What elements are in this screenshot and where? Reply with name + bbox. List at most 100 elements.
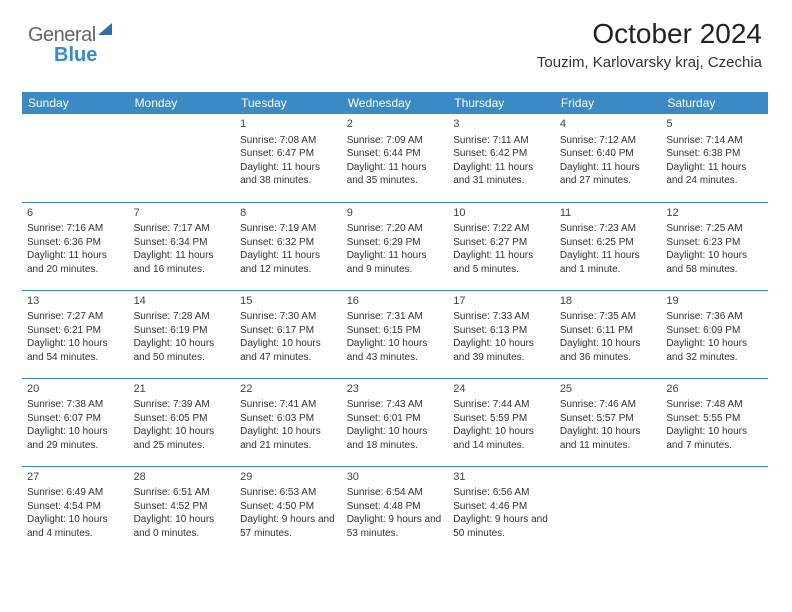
day-number: 29 <box>240 470 337 485</box>
day-cell: 26Sunrise: 7:48 AMSunset: 5:55 PMDayligh… <box>661 378 768 466</box>
sunset-text: Sunset: 6:25 PM <box>560 236 657 250</box>
day-number: 8 <box>240 206 337 221</box>
daylight-text: Daylight: 11 hours and 35 minutes. <box>347 161 444 188</box>
empty-cell <box>661 466 768 554</box>
day-number: 17 <box>453 294 550 309</box>
day-number: 3 <box>453 117 550 132</box>
day-number: 12 <box>666 206 763 221</box>
day-cell: 31Sunrise: 6:56 AMSunset: 4:46 PMDayligh… <box>448 466 555 554</box>
sunset-text: Sunset: 6:32 PM <box>240 236 337 250</box>
sunset-text: Sunset: 4:50 PM <box>240 500 337 514</box>
day-number: 23 <box>347 382 444 397</box>
sunrise-text: Sunrise: 7:19 AM <box>240 222 337 236</box>
daylight-text: Daylight: 10 hours and 21 minutes. <box>240 425 337 452</box>
day-number: 9 <box>347 206 444 221</box>
sunset-text: Sunset: 6:15 PM <box>347 324 444 338</box>
sunset-text: Sunset: 5:57 PM <box>560 412 657 426</box>
daylight-text: Daylight: 10 hours and 11 minutes. <box>560 425 657 452</box>
sunrise-text: Sunrise: 7:35 AM <box>560 310 657 324</box>
week-row: 1Sunrise: 7:08 AMSunset: 6:47 PMDaylight… <box>22 114 768 202</box>
col-tuesday: Tuesday <box>235 92 342 114</box>
calendar-table: Sunday Monday Tuesday Wednesday Thursday… <box>22 92 768 554</box>
day-number: 25 <box>560 382 657 397</box>
day-cell: 17Sunrise: 7:33 AMSunset: 6:13 PMDayligh… <box>448 290 555 378</box>
daylight-text: Daylight: 10 hours and 14 minutes. <box>453 425 550 452</box>
col-monday: Monday <box>129 92 236 114</box>
sunset-text: Sunset: 6:11 PM <box>560 324 657 338</box>
sunset-text: Sunset: 4:52 PM <box>134 500 231 514</box>
daylight-text: Daylight: 11 hours and 20 minutes. <box>27 249 124 276</box>
sunset-text: Sunset: 6:27 PM <box>453 236 550 250</box>
sunrise-text: Sunrise: 7:39 AM <box>134 398 231 412</box>
sunrise-text: Sunrise: 6:49 AM <box>27 486 124 500</box>
day-number: 14 <box>134 294 231 309</box>
daylight-text: Daylight: 10 hours and 36 minutes. <box>560 337 657 364</box>
daylight-text: Daylight: 11 hours and 24 minutes. <box>666 161 763 188</box>
day-cell: 29Sunrise: 6:53 AMSunset: 4:50 PMDayligh… <box>235 466 342 554</box>
daylight-text: Daylight: 11 hours and 12 minutes. <box>240 249 337 276</box>
daylight-text: Daylight: 11 hours and 31 minutes. <box>453 161 550 188</box>
day-number: 13 <box>27 294 124 309</box>
day-cell: 23Sunrise: 7:43 AMSunset: 6:01 PMDayligh… <box>342 378 449 466</box>
daylight-text: Daylight: 10 hours and 18 minutes. <box>347 425 444 452</box>
daylight-text: Daylight: 9 hours and 53 minutes. <box>347 513 444 540</box>
daylight-text: Daylight: 9 hours and 50 minutes. <box>453 513 550 540</box>
sunset-text: Sunset: 6:13 PM <box>453 324 550 338</box>
daylight-text: Daylight: 10 hours and 4 minutes. <box>27 513 124 540</box>
day-cell: 6Sunrise: 7:16 AMSunset: 6:36 PMDaylight… <box>22 202 129 290</box>
sunrise-text: Sunrise: 7:33 AM <box>453 310 550 324</box>
day-cell: 7Sunrise: 7:17 AMSunset: 6:34 PMDaylight… <box>129 202 236 290</box>
day-number: 2 <box>347 117 444 132</box>
sunset-text: Sunset: 6:29 PM <box>347 236 444 250</box>
day-cell: 22Sunrise: 7:41 AMSunset: 6:03 PMDayligh… <box>235 378 342 466</box>
week-row: 27Sunrise: 6:49 AMSunset: 4:54 PMDayligh… <box>22 466 768 554</box>
daylight-text: Daylight: 10 hours and 50 minutes. <box>134 337 231 364</box>
day-number: 16 <box>347 294 444 309</box>
sunset-text: Sunset: 6:19 PM <box>134 324 231 338</box>
sunrise-text: Sunrise: 7:14 AM <box>666 134 763 148</box>
sunrise-text: Sunrise: 6:56 AM <box>453 486 550 500</box>
day-cell: 9Sunrise: 7:20 AMSunset: 6:29 PMDaylight… <box>342 202 449 290</box>
daylight-text: Daylight: 9 hours and 57 minutes. <box>240 513 337 540</box>
week-row: 20Sunrise: 7:38 AMSunset: 6:07 PMDayligh… <box>22 378 768 466</box>
daylight-text: Daylight: 10 hours and 47 minutes. <box>240 337 337 364</box>
day-number: 26 <box>666 382 763 397</box>
daylight-text: Daylight: 11 hours and 1 minute. <box>560 249 657 276</box>
sunrise-text: Sunrise: 7:38 AM <box>27 398 124 412</box>
sunrise-text: Sunrise: 7:48 AM <box>666 398 763 412</box>
daylight-text: Daylight: 11 hours and 9 minutes. <box>347 249 444 276</box>
sunrise-text: Sunrise: 7:30 AM <box>240 310 337 324</box>
daylight-text: Daylight: 10 hours and 39 minutes. <box>453 337 550 364</box>
col-saturday: Saturday <box>661 92 768 114</box>
day-cell: 5Sunrise: 7:14 AMSunset: 6:38 PMDaylight… <box>661 114 768 202</box>
day-number: 5 <box>666 117 763 132</box>
sunrise-text: Sunrise: 6:53 AM <box>240 486 337 500</box>
day-cell: 10Sunrise: 7:22 AMSunset: 6:27 PMDayligh… <box>448 202 555 290</box>
sunset-text: Sunset: 4:54 PM <box>27 500 124 514</box>
day-cell: 11Sunrise: 7:23 AMSunset: 6:25 PMDayligh… <box>555 202 662 290</box>
day-number: 7 <box>134 206 231 221</box>
sunset-text: Sunset: 6:34 PM <box>134 236 231 250</box>
sunrise-text: Sunrise: 6:51 AM <box>134 486 231 500</box>
empty-cell <box>129 114 236 202</box>
day-cell: 27Sunrise: 6:49 AMSunset: 4:54 PMDayligh… <box>22 466 129 554</box>
day-number: 31 <box>453 470 550 485</box>
sunset-text: Sunset: 6:36 PM <box>27 236 124 250</box>
day-cell: 16Sunrise: 7:31 AMSunset: 6:15 PMDayligh… <box>342 290 449 378</box>
daylight-text: Daylight: 11 hours and 27 minutes. <box>560 161 657 188</box>
daylight-text: Daylight: 10 hours and 43 minutes. <box>347 337 444 364</box>
day-number: 19 <box>666 294 763 309</box>
sunrise-text: Sunrise: 7:31 AM <box>347 310 444 324</box>
day-cell: 28Sunrise: 6:51 AMSunset: 4:52 PMDayligh… <box>129 466 236 554</box>
day-cell: 4Sunrise: 7:12 AMSunset: 6:40 PMDaylight… <box>555 114 662 202</box>
col-sunday: Sunday <box>22 92 129 114</box>
sunrise-text: Sunrise: 7:09 AM <box>347 134 444 148</box>
day-number: 22 <box>240 382 337 397</box>
sunrise-text: Sunrise: 7:25 AM <box>666 222 763 236</box>
sunset-text: Sunset: 6:44 PM <box>347 147 444 161</box>
day-number: 15 <box>240 294 337 309</box>
sunrise-text: Sunrise: 6:54 AM <box>347 486 444 500</box>
day-cell: 1Sunrise: 7:08 AMSunset: 6:47 PMDaylight… <box>235 114 342 202</box>
sunrise-text: Sunrise: 7:43 AM <box>347 398 444 412</box>
sunrise-text: Sunrise: 7:41 AM <box>240 398 337 412</box>
